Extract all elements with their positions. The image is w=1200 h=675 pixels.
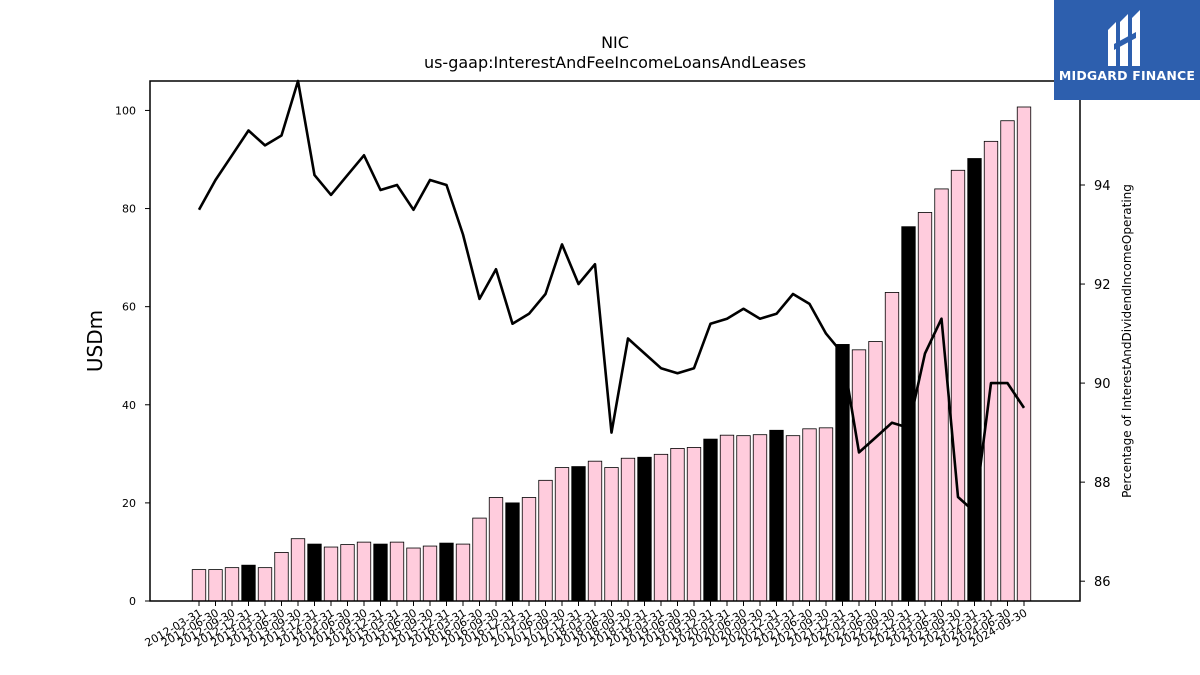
bar xyxy=(620,457,636,602)
bar xyxy=(1000,120,1015,602)
bar xyxy=(653,453,669,602)
bar xyxy=(670,448,685,602)
bar xyxy=(439,542,454,602)
y-tick-label: 60 xyxy=(122,301,136,314)
bar xyxy=(802,428,817,602)
bar xyxy=(785,435,801,602)
bar xyxy=(224,567,240,602)
bar xyxy=(703,438,718,602)
bar xyxy=(472,517,487,602)
bar xyxy=(851,349,867,602)
bar xyxy=(373,543,388,602)
bar xyxy=(340,544,355,602)
bar xyxy=(818,427,834,602)
bar xyxy=(274,552,289,602)
bar xyxy=(736,435,751,602)
y2-tick-label: 88 xyxy=(1094,476,1111,491)
bar xyxy=(356,541,372,602)
bar xyxy=(422,545,438,602)
bar xyxy=(686,447,702,602)
bar xyxy=(983,140,999,602)
y2-tick-label: 92 xyxy=(1094,278,1111,293)
bar xyxy=(868,341,883,602)
y-axis-ticks: 0 20 40 60 80 100 xyxy=(115,104,150,608)
bar xyxy=(554,467,570,602)
bar xyxy=(455,543,471,602)
y-tick-label: 20 xyxy=(122,497,136,510)
bar xyxy=(934,188,949,602)
line-series xyxy=(197,79,1026,514)
logo-text: MIDGARD FINANCE xyxy=(1058,68,1196,83)
bar xyxy=(901,226,916,602)
x-axis-ticks: 2012-03-312012-06-302012-09-302012-12-31… xyxy=(143,601,1030,650)
chart-title: NIC xyxy=(601,33,629,52)
line-path xyxy=(197,79,1026,514)
bar xyxy=(208,569,223,602)
bar xyxy=(389,541,405,602)
bar xyxy=(637,456,652,602)
plot-frame xyxy=(149,80,1081,602)
midgard-logo-icon xyxy=(1108,10,1140,66)
bar xyxy=(571,466,586,602)
bar xyxy=(719,434,735,602)
bar xyxy=(1016,106,1032,602)
bar xyxy=(587,460,603,602)
bar xyxy=(505,502,520,602)
bar xyxy=(604,467,619,602)
y-tick-label: 40 xyxy=(122,399,136,412)
bar xyxy=(769,429,784,602)
y-axis-label: USDm xyxy=(83,310,107,372)
y2-axis-ticks: 86 88 90 92 94 xyxy=(1080,179,1111,590)
bar xyxy=(307,543,322,602)
bar xyxy=(191,569,207,602)
bar xyxy=(950,169,966,602)
bar xyxy=(884,292,900,602)
y2-tick-label: 90 xyxy=(1094,377,1111,392)
bar xyxy=(917,212,933,602)
y2-tick-label: 94 xyxy=(1094,179,1111,194)
y2-axis-label: Percentage of InterestAndDividendIncomeO… xyxy=(1120,184,1134,498)
bar xyxy=(406,547,421,602)
bar xyxy=(752,434,768,602)
y-tick-label: 80 xyxy=(122,203,136,216)
y-tick-label: 100 xyxy=(115,104,136,117)
bar xyxy=(538,479,553,602)
bar xyxy=(967,158,982,602)
y-tick-label: 0 xyxy=(129,595,136,608)
bar xyxy=(257,567,273,602)
bar xyxy=(323,546,339,602)
bar xyxy=(290,538,306,602)
bar xyxy=(241,564,256,602)
y2-tick-label: 86 xyxy=(1094,575,1111,590)
bar xyxy=(521,497,537,602)
bar xyxy=(488,497,504,602)
chart-subtitle: us-gaap:InterestAndFeeIncomeLoansAndLeas… xyxy=(424,53,806,72)
brand-logo: MIDGARD FINANCE xyxy=(1054,0,1200,100)
